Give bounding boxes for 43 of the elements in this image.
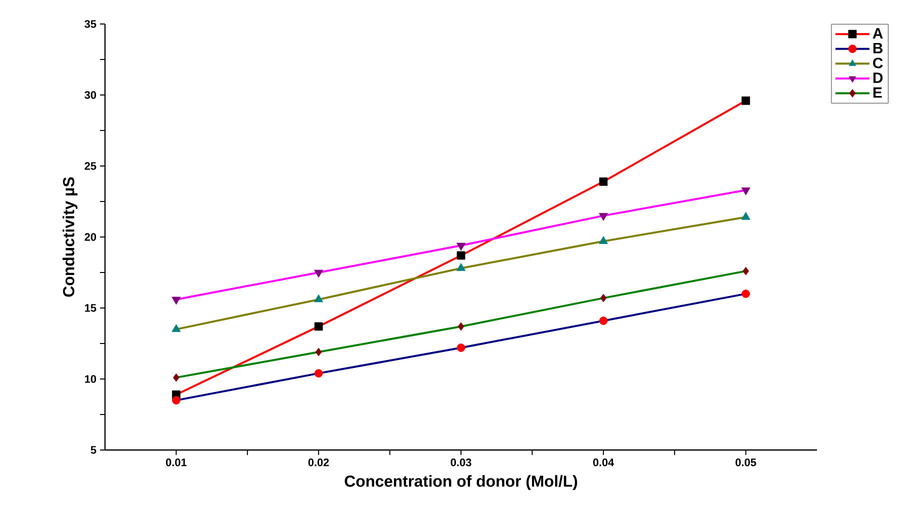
x-tick-label: 0.01 (166, 458, 187, 466)
x-tick-label: 0.04 (593, 458, 614, 466)
point (172, 396, 180, 404)
point (599, 177, 608, 186)
y-tick-label: 25 (84, 162, 96, 170)
x-tick-label: 0.05 (736, 458, 756, 466)
y-tick-label: 15 (84, 304, 96, 312)
point (456, 263, 466, 271)
y-axis-title: Conductivity µS (62, 177, 78, 297)
y-tick-label: 30 (84, 91, 96, 99)
point (314, 369, 323, 378)
point (741, 187, 750, 196)
legend-label: C (873, 58, 883, 68)
point (458, 322, 464, 331)
point (315, 348, 322, 356)
point (600, 294, 607, 302)
x-tick-label: 0.03 (450, 458, 472, 466)
point (314, 270, 324, 278)
point (742, 290, 750, 298)
legend-label: A (872, 28, 883, 38)
point (314, 322, 323, 331)
point (456, 344, 466, 352)
legend-label: D (873, 72, 883, 83)
y-tick-label: 5 (90, 446, 96, 454)
x-tick-label: 0.02 (308, 458, 329, 466)
point (741, 212, 750, 220)
point (598, 213, 608, 221)
point (742, 96, 750, 105)
legend-label: E (873, 87, 882, 98)
point (173, 373, 180, 382)
y-tick-label: 10 (84, 375, 96, 383)
point (172, 324, 181, 332)
point (599, 316, 608, 325)
y-tick-label: 20 (84, 233, 96, 241)
point (456, 242, 466, 251)
point (456, 251, 466, 260)
point (742, 266, 749, 276)
y-tick-label: 35 (84, 20, 96, 28)
point (598, 236, 608, 244)
legend-label: B (873, 42, 883, 54)
point (172, 296, 181, 305)
point (314, 294, 324, 302)
x-axis-title: Concentration of donor (Mol/L) (344, 475, 578, 490)
